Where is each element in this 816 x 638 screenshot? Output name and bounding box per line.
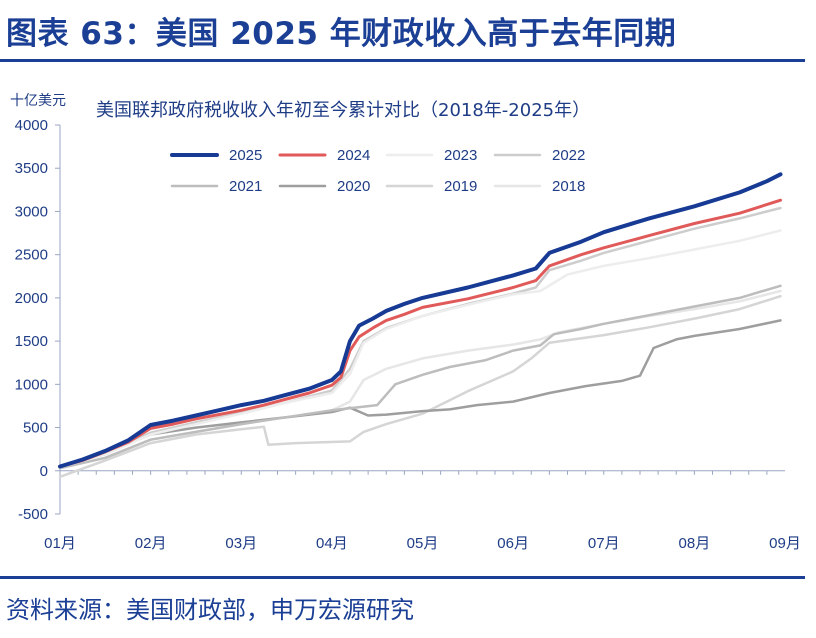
x-axis: 01月 02月 03月 04月 05月 06月 07月 08月 09月 [44,470,801,552]
x-tick-label: 09月 [769,535,801,552]
legend-label-2025: 2025 [229,147,262,164]
legend-label-2023: 2023 [444,147,477,164]
x-tick-label: 06月 [497,535,529,552]
series-line-2019 [58,294,782,479]
series-line-2021 [58,284,782,470]
y-tick-label: 0 [40,463,48,480]
series-line-2025 [58,172,783,469]
y-tick-label: 1000 [15,376,48,393]
x-tick-label: 02月 [135,535,167,552]
legend-label-2021: 2021 [229,178,262,195]
legend-label-2018: 2018 [552,178,585,195]
y-axis-unit-label: 十亿美元 [10,93,66,109]
y-tick-label: 2500 [15,247,48,264]
x-tick-label: 05月 [407,535,439,552]
title-rule [0,59,805,62]
y-axis: -500 0 500 1000 1500 2000 2500 3000 3500 4000 [15,117,61,523]
y-tick-label: 3500 [15,160,48,177]
series-line-2022 [58,206,782,469]
x-tick-label: 03月 [225,535,257,552]
legend-label-2019: 2019 [444,178,477,195]
y-tick-label: 2000 [15,290,48,307]
y-tick-label: -500 [18,506,48,523]
source-rule [0,576,805,579]
x-tick-label: 01月 [44,535,76,552]
series-line-2020 [58,319,782,469]
x-tick-label: 08月 [679,535,711,552]
y-tick-label: 3000 [15,203,48,220]
series-lines [58,172,783,479]
x-tick-label: 04月 [316,535,348,552]
y-tick-label: 1500 [15,333,48,350]
chart-title: 美国联邦政府税收收入年初至今累计对比（2018年-2025年） [96,100,590,121]
y-tick-label: 500 [23,420,48,437]
source-note: 资料来源：美国财政部，申万宏源研究 [6,596,414,624]
legend-label-2020: 2020 [337,178,370,195]
legend: 2025 2024 2023 2022 2021 2020 2019 2018 [170,147,585,195]
series-line-2023 [58,229,782,469]
series-line-2024 [58,198,782,468]
legend-label-2022: 2022 [552,147,585,164]
y-tick-label: 4000 [15,117,48,134]
x-tick-label: 07月 [588,535,620,552]
figure-title: 图表 63：美国 2025 年财政收入高于去年同期 [6,16,677,52]
legend-label-2024: 2024 [337,147,370,164]
cumulative-revenue-chart: 十亿美元 美国联邦政府税收收入年初至今累计对比（2018年-2025年） -50… [10,93,801,552]
